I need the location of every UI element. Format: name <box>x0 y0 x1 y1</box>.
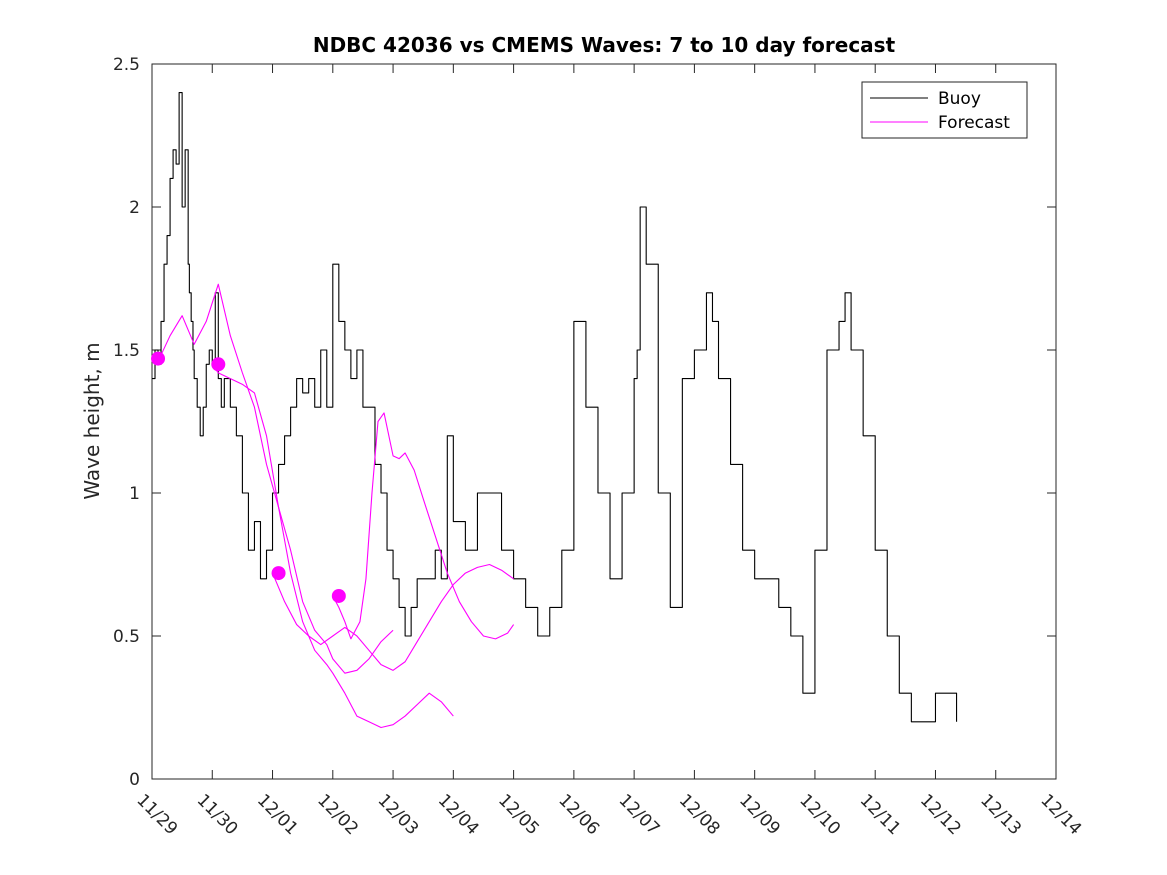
forecast-series-line-3 <box>272 563 514 671</box>
forecast-start-marker <box>211 357 226 372</box>
series-layer <box>151 92 958 729</box>
legend-label-buoy: Buoy <box>938 89 981 109</box>
x-tick-label: 12/04 <box>434 790 483 839</box>
forecast-start-marker <box>271 566 286 581</box>
x-tick-label: 12/09 <box>735 790 784 839</box>
legend-label-forecast: Forecast <box>938 113 1010 133</box>
x-tick-label: 12/08 <box>675 790 724 839</box>
x-tick-label: 12/10 <box>795 790 844 839</box>
forecast-series-line-2 <box>211 363 454 729</box>
x-tick-label: 12/06 <box>554 790 603 839</box>
plot-frame <box>151 63 1057 780</box>
chart-title: NDBC 42036 vs CMEMS Waves: 7 to 10 day f… <box>313 33 896 57</box>
legend: Buoy Forecast <box>861 81 1028 139</box>
y-axis-label: Wave height, m <box>80 342 104 499</box>
plot-area <box>151 63 1057 780</box>
x-tick-label: 12/11 <box>856 790 905 839</box>
x-tick-label: 12/12 <box>916 790 965 839</box>
legend-box <box>861 81 1028 139</box>
y-axis: 0 0.5 1 1.5 2 2.5 <box>113 55 1056 790</box>
y-tick-label: 2.5 <box>113 55 140 75</box>
y-tick-label: 1.5 <box>113 341 140 361</box>
x-tick-label: 12/13 <box>976 790 1025 839</box>
buoy-series-line <box>152 92 958 723</box>
x-tick-label: 12/01 <box>253 790 302 839</box>
y-tick-label: 0 <box>129 770 140 790</box>
x-tick-label: 12/05 <box>494 790 543 839</box>
y-tick-label: 0.5 <box>113 627 140 647</box>
x-tick-label: 12/14 <box>1036 790 1085 839</box>
x-tick-label: 12/07 <box>615 790 664 839</box>
forecast-series-line-1 <box>151 283 394 674</box>
x-tick-label: 11/30 <box>193 790 242 839</box>
x-tick-label: 12/02 <box>313 790 362 839</box>
y-tick-label: 2 <box>129 198 140 218</box>
x-tick-label: 11/29 <box>132 790 181 839</box>
forecast-series-line-4 <box>332 412 515 640</box>
y-tick-label: 1 <box>129 484 140 504</box>
forecast-start-marker <box>331 588 346 603</box>
x-tick-label: 12/03 <box>374 790 423 839</box>
forecast-start-marker <box>151 351 166 366</box>
